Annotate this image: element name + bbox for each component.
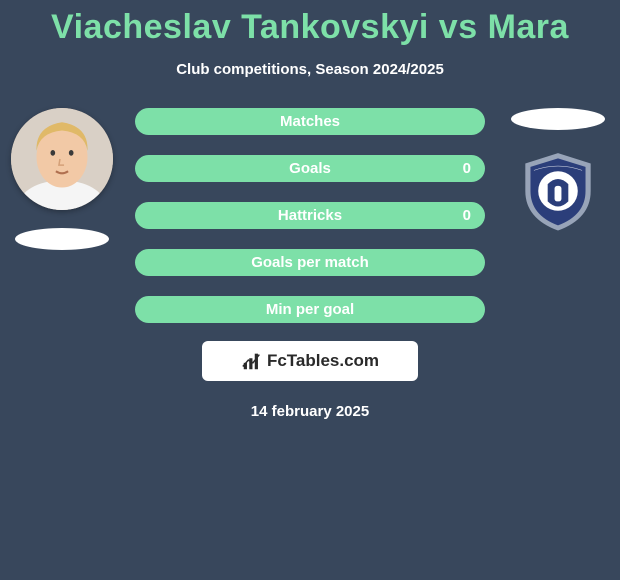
brand-logo: FcTables.com — [202, 341, 418, 381]
date-label: 14 february 2025 — [251, 403, 369, 420]
bar-right-value: 0 — [463, 207, 471, 224]
club-crest-right — [508, 148, 608, 234]
stat-bar: Min per goal — [135, 296, 485, 323]
left-marker — [15, 228, 109, 250]
stat-bar: Hattricks 0 — [135, 202, 485, 229]
subtitle: Club competitions, Season 2024/2025 — [0, 61, 620, 78]
comparison-card: Viacheslav Tankovskyi vs Mara Club compe… — [0, 0, 620, 420]
stat-bar: Matches — [135, 108, 485, 135]
right-side — [503, 108, 613, 234]
footer: FcTables.com 14 february 2025 — [0, 341, 620, 420]
stat-bars: Matches Goals 0 Hattricks 0 Goals per ma… — [135, 108, 485, 323]
right-marker — [511, 108, 605, 130]
page-title: Viacheslav Tankovskyi vs Mara — [0, 8, 620, 47]
bar-label: Min per goal — [266, 301, 354, 318]
bar-chart-icon — [241, 350, 263, 372]
stat-bar: Goals 0 — [135, 155, 485, 182]
bar-right-value: 0 — [463, 160, 471, 177]
bar-label: Hattricks — [278, 207, 342, 224]
bar-label: Goals per match — [251, 254, 369, 271]
stat-bar: Goals per match — [135, 249, 485, 276]
bar-label: Matches — [280, 113, 340, 130]
main-row: Matches Goals 0 Hattricks 0 Goals per ma… — [0, 108, 620, 323]
player-avatar-icon — [11, 108, 113, 210]
brand-text: FcTables.com — [267, 351, 379, 371]
player-photo-left — [11, 108, 113, 210]
bar-label: Goals — [289, 160, 331, 177]
shield-icon — [515, 148, 601, 234]
left-side — [7, 108, 117, 250]
